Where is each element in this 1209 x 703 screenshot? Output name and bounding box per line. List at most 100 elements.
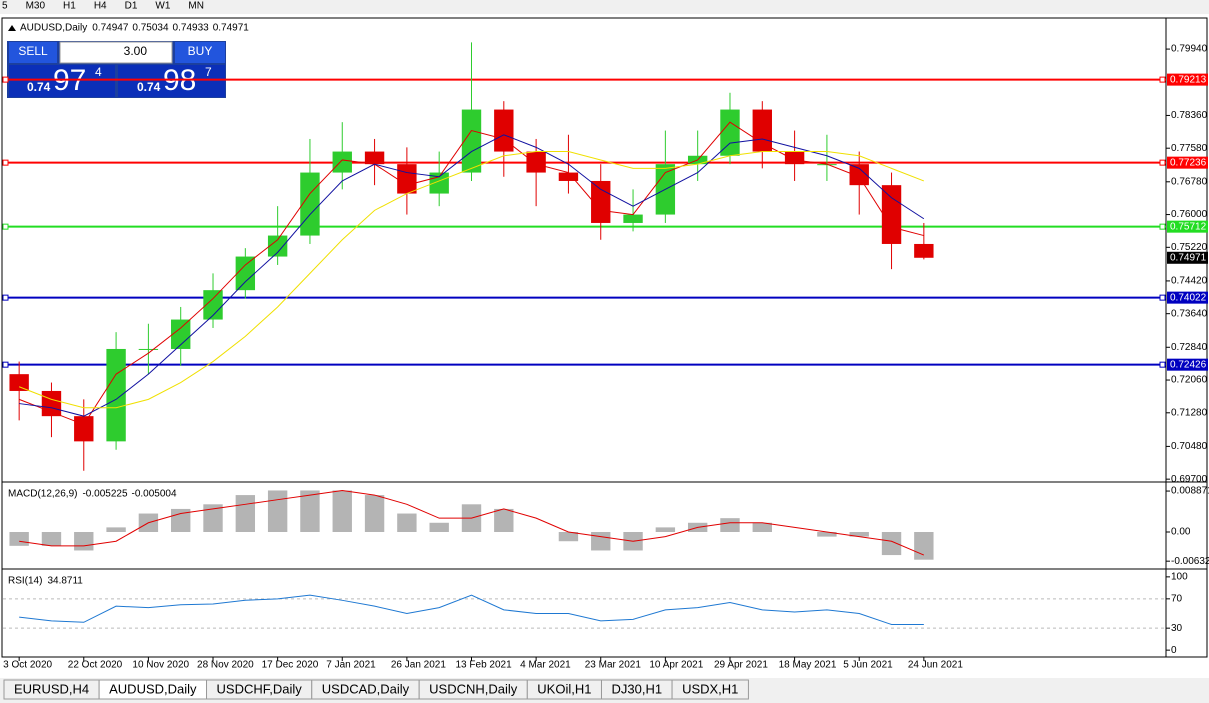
- level-tag: [1167, 358, 1208, 371]
- candle-body: [203, 290, 223, 320]
- level-handle[interactable]: [1159, 159, 1166, 166]
- buy-label: BUY: [188, 44, 213, 58]
- level-tag: [1167, 291, 1208, 304]
- tab-label[interactable]: UKOil,H1: [537, 681, 591, 696]
- y-tick-label: 0: [1171, 645, 1177, 656]
- candle-body: [106, 348, 126, 442]
- tab-label[interactable]: EURUSD,H4: [14, 681, 89, 696]
- candle-body: [784, 151, 805, 165]
- level-handle[interactable]: [2, 294, 9, 301]
- y-tick-label: 30: [1171, 623, 1183, 634]
- x-tick-label: 10 Nov 2020: [132, 660, 189, 671]
- header-value: 0.74933: [173, 23, 210, 34]
- macd-bar: [106, 527, 126, 532]
- x-tick-label: 10 Apr 2021: [649, 660, 703, 671]
- panel-title: RSI(14): [8, 576, 42, 587]
- macd-bar: [558, 532, 579, 542]
- volume-box[interactable]: [59, 41, 173, 64]
- tab-label[interactable]: USDCNH,Daily: [429, 681, 518, 696]
- level-handle[interactable]: [2, 159, 9, 166]
- macd-bar: [300, 490, 320, 532]
- x-tick-label: 4 Mar 2021: [520, 660, 571, 671]
- level-handle[interactable]: [1159, 294, 1166, 301]
- x-tick-label: 29 Apr 2021: [714, 660, 768, 671]
- x-tick-label: 26 Jan 2021: [391, 660, 446, 671]
- level-label: 0.74022: [1170, 292, 1207, 303]
- timeframe[interactable]: H4: [94, 1, 107, 12]
- timeframe[interactable]: H1: [63, 1, 76, 12]
- y-tick-label: 100: [1171, 572, 1188, 583]
- moving-average: [18, 121, 924, 426]
- timeframe[interactable]: 5: [2, 1, 8, 12]
- tab-label[interactable]: DJ30,H1: [611, 681, 662, 696]
- signal-line: [19, 489, 925, 556]
- x-tick-label: 28 Nov 2020: [197, 660, 254, 671]
- candle-body: [720, 109, 740, 156]
- tab-label[interactable]: USDX,H1: [682, 681, 738, 696]
- level-tag: [1167, 220, 1208, 233]
- tab-label[interactable]: AUDUSD,Daily: [109, 681, 197, 696]
- level-label: 0.77236: [1170, 157, 1207, 168]
- sell-button[interactable]: [9, 42, 57, 63]
- level-handle[interactable]: [1159, 223, 1166, 230]
- macd-bar: [914, 532, 934, 560]
- y-tick-label: 0.79940: [1171, 44, 1208, 55]
- y-tick-label: 0.78360: [1171, 110, 1208, 121]
- candle-body: [332, 151, 352, 173]
- header-value: -0.005225: [82, 489, 127, 500]
- ask-box[interactable]: [118, 65, 225, 97]
- candle-body: [138, 348, 159, 350]
- y-tick-label: 0.72840: [1171, 342, 1208, 353]
- tab-label[interactable]: USDCAD,Daily: [322, 681, 410, 696]
- y-tick-label: 0.69700: [1171, 474, 1208, 485]
- level-label: 0.75712: [1170, 221, 1207, 232]
- tab[interactable]: [671, 679, 749, 700]
- candle-body: [364, 151, 385, 165]
- header-value: -0.005004: [132, 489, 177, 500]
- y-tick-label: -0.00632: [1171, 556, 1209, 567]
- moving-average: [18, 151, 925, 409]
- candle-body: [494, 109, 514, 152]
- bid-box[interactable]: [9, 65, 115, 97]
- x-tick-label: 5 Jun 2021: [843, 660, 893, 671]
- buy-button[interactable]: [175, 42, 225, 63]
- candle-body: [267, 235, 288, 257]
- y-tick-label: 0.72060: [1171, 375, 1208, 386]
- bid-small: 4: [95, 65, 102, 79]
- macd-bar: [591, 532, 611, 551]
- toolbar: [0, 0, 1209, 14]
- macd-bar: [332, 490, 352, 532]
- candle-body: [397, 164, 417, 194]
- timeframe[interactable]: W1: [155, 1, 170, 12]
- level-handle[interactable]: [2, 361, 9, 368]
- header-arrow: [8, 25, 16, 31]
- ask-small: 7: [205, 65, 212, 79]
- timeframe[interactable]: M30: [26, 1, 46, 12]
- y-tick-label: 0.008871: [1171, 486, 1209, 497]
- x-tick-label: 18 May 2021: [779, 660, 837, 671]
- timeframe[interactable]: D1: [125, 1, 138, 12]
- y-tick-label: 70: [1171, 593, 1183, 604]
- macd-bar: [817, 532, 837, 537]
- level-handle[interactable]: [2, 76, 9, 83]
- candle-body: [9, 374, 29, 391]
- y-tick-label: 0.76780: [1171, 176, 1208, 187]
- macd-bar: [429, 522, 449, 532]
- macd-bar: [752, 522, 772, 532]
- level-label: 0.79213: [1170, 74, 1207, 85]
- x-tick-label: 24 Jun 2021: [908, 660, 963, 671]
- macd-bar: [881, 532, 902, 556]
- x-tick-label: 13 Feb 2021: [456, 660, 513, 671]
- timeframe[interactable]: MN: [188, 1, 204, 12]
- level-handle[interactable]: [1159, 361, 1166, 368]
- tab-label[interactable]: USDCHF,Daily: [217, 681, 303, 696]
- level-handle[interactable]: [2, 223, 9, 230]
- y-tick-label: 0.00: [1171, 527, 1191, 538]
- trade-panel: SELL BUY 3.00 0.74 97 4 0.74 98 7: [7, 41, 226, 98]
- candle-body: [849, 164, 869, 186]
- panel-title: MACD(12,26,9): [8, 489, 77, 500]
- level-handle[interactable]: [1159, 76, 1166, 83]
- volume: 3.00: [124, 44, 148, 58]
- header-value: 34.8711: [47, 576, 83, 587]
